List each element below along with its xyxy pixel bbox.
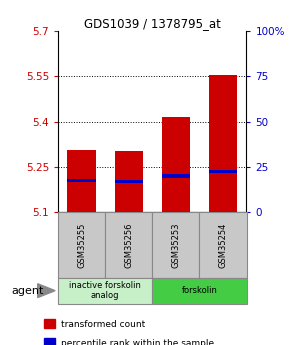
Bar — [115, 151, 143, 212]
Bar — [200, 212, 246, 278]
Bar — [152, 278, 246, 304]
Bar — [58, 212, 105, 278]
Bar — [67, 150, 96, 212]
Bar — [152, 212, 200, 278]
Title: GDS1039 / 1378795_at: GDS1039 / 1378795_at — [84, 17, 221, 30]
Text: inactive forskolin
analog: inactive forskolin analog — [69, 281, 141, 300]
Bar — [115, 180, 143, 183]
Text: GSM35256: GSM35256 — [124, 222, 133, 268]
Text: agent: agent — [12, 286, 44, 296]
Text: transformed count: transformed count — [61, 320, 145, 329]
Bar — [67, 179, 96, 182]
Text: GSM35253: GSM35253 — [171, 222, 180, 268]
Bar — [105, 212, 152, 278]
Bar — [162, 117, 190, 212]
Bar — [209, 170, 237, 173]
Text: GSM35254: GSM35254 — [218, 222, 227, 268]
Text: GSM35255: GSM35255 — [77, 222, 86, 268]
Text: forskolin: forskolin — [182, 286, 217, 295]
Polygon shape — [38, 284, 55, 297]
Bar — [162, 174, 190, 178]
Bar — [58, 278, 152, 304]
Bar — [209, 75, 237, 212]
Text: percentile rank within the sample: percentile rank within the sample — [61, 339, 214, 345]
